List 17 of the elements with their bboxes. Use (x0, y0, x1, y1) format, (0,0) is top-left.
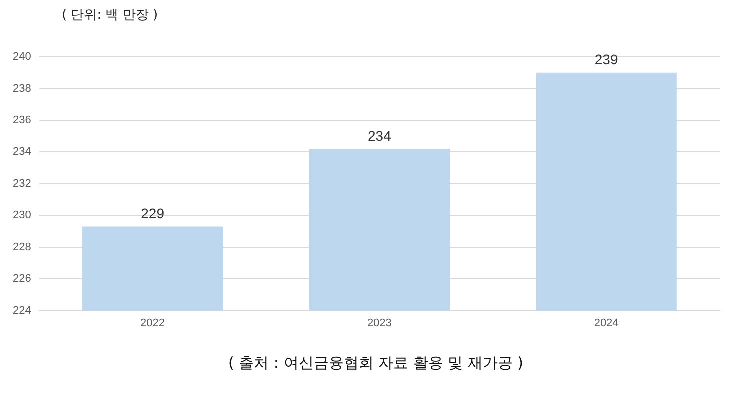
x-tick-label: 2024 (594, 317, 619, 330)
y-tick-label: 240 (12, 51, 32, 64)
y-tick-label: 224 (12, 304, 32, 317)
y-tick-label: 234 (12, 146, 32, 158)
chart-title: ( 단위: 백 만장 ) (62, 7, 158, 24)
data-label: 229 (141, 206, 165, 222)
data-label: 234 (368, 128, 392, 144)
y-tick-label: 236 (12, 114, 32, 126)
y-tick-label: 238 (12, 82, 32, 95)
y-tick-label: 230 (12, 210, 32, 222)
data-label: 239 (594, 52, 618, 68)
x-tick-label: 2023 (367, 317, 392, 330)
text: ( 출처 : 여신금융협회 자료 활용 및 재가공 ) (228, 354, 524, 373)
y-tick-label: 232 (12, 178, 32, 190)
x-tick-label: 2022 (140, 317, 166, 330)
y-tick-label: 226 (12, 273, 32, 286)
y-tick-label: 228 (12, 241, 32, 254)
